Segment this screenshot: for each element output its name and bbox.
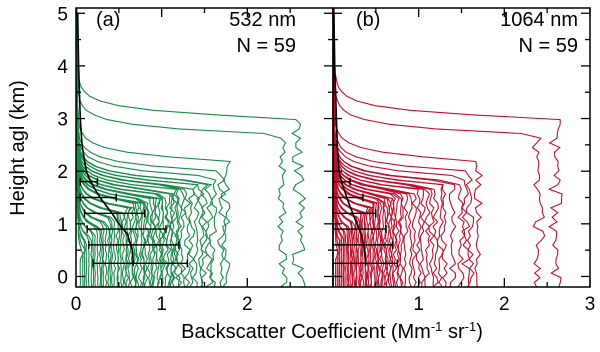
y-tick-label: 3 (57, 110, 68, 131)
x-axis-title-end: ) (476, 321, 483, 343)
x-tick-label: 2 (242, 294, 253, 315)
x-tick-label: 1 (413, 294, 424, 315)
mean-profile-line (333, 13, 367, 266)
panel-b-label: (b) (356, 9, 380, 31)
y-tick-label: 2 (57, 162, 68, 183)
y-tick-label: 0 (57, 267, 68, 288)
axes-layer: 0 1 2 0 1 2 3 4 5 1 2 3 (57, 4, 595, 315)
x-axis-title: Backscatter Coefficient (Mm-1 sr-1) (181, 319, 483, 344)
x-tick-label: 0 (71, 294, 82, 315)
x-axis-title-main: Backscatter Coefficient (Mm (181, 321, 431, 343)
panel-a-wavelength: 532 nm (229, 9, 296, 31)
panel-a-label: (a) (96, 9, 120, 31)
y-axis-title: Height agl (km) (7, 80, 29, 216)
panel-a-count: N = 59 (237, 35, 296, 57)
x-tick-label: 1 (156, 294, 167, 315)
x-axis-title-sup1: -1 (431, 319, 443, 334)
x-tick-label: 2 (499, 294, 510, 315)
panel-b-count: N = 59 (519, 35, 578, 57)
panel-b-wavelength: 1064 nm (500, 9, 578, 31)
y-tick-label: 5 (57, 4, 68, 25)
x-axis-title-sup2: -1 (465, 319, 477, 334)
profile-line (76, 8, 288, 287)
x-axis-title-mid: sr (442, 321, 465, 343)
x-tick-label: 3 (585, 294, 596, 315)
mean-profile-line (76, 13, 135, 266)
y-tick-label: 1 (57, 215, 68, 236)
y-tick-label: 4 (57, 57, 68, 78)
